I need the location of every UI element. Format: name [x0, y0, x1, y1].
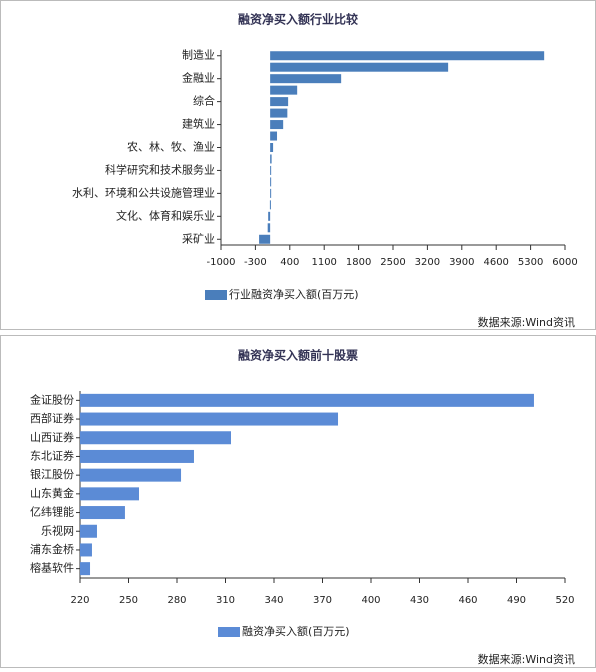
bar: [270, 120, 284, 130]
bar: [270, 154, 272, 164]
y-tick-label: 水利、环境和公共设施管理业: [72, 185, 215, 199]
x-tick-label: 3900: [449, 257, 474, 268]
y-tick-label: 金证股份: [30, 392, 74, 406]
bar: [259, 234, 271, 244]
x-tick-label: 520: [555, 595, 574, 606]
y-tick-label: 东北证券: [30, 448, 74, 462]
x-tick-label: 340: [264, 595, 283, 606]
bar: [270, 97, 289, 107]
bar: [270, 143, 274, 152]
y-tick-label: 金融业: [182, 71, 215, 85]
bar: [270, 108, 288, 118]
x-tick-label: -300: [244, 257, 267, 268]
legend-swatch: [218, 627, 240, 637]
bar: [270, 62, 449, 72]
y-tick-label: 榕基软件: [30, 561, 74, 575]
y-tick-label: 综合: [193, 94, 215, 108]
legend-swatch: [205, 290, 227, 300]
x-tick-label: 220: [70, 595, 89, 606]
y-tick-label: 科学研究和技术服务业: [105, 162, 215, 176]
bar: [80, 506, 125, 520]
y-tick-label: 制造业: [182, 48, 215, 62]
x-tick-label: 400: [280, 257, 299, 268]
x-tick-label: 1100: [311, 257, 336, 268]
x-tick-label: 430: [410, 595, 429, 606]
bar: [80, 412, 339, 426]
x-tick-label: 250: [119, 595, 138, 606]
bar: [80, 449, 194, 463]
x-tick-label: 3200: [415, 257, 440, 268]
y-tick-label: 山西证券: [30, 430, 74, 444]
bar: [270, 177, 272, 187]
y-tick-label: 山东黄金: [30, 486, 74, 500]
x-tick-label: 2500: [380, 257, 405, 268]
legend-label: 融资净买入额(百万元): [242, 624, 350, 638]
bar: [270, 131, 278, 141]
y-tick-label: 西部证券: [30, 411, 74, 425]
bar: [80, 543, 92, 557]
source: 数据来源:Wind资讯: [478, 652, 575, 666]
x-tick-label: 6000: [552, 257, 577, 268]
bar: [270, 85, 298, 95]
y-tick-label: 文化、体育和娱乐业: [116, 208, 215, 222]
legend-label: 行业融资净买入额(百万元): [229, 287, 359, 301]
y-tick-label: 农、林、牧、渔业: [127, 140, 215, 154]
bar: [269, 200, 271, 210]
x-tick-label: 4600: [483, 257, 508, 268]
x-tick-label: 490: [507, 595, 526, 606]
bar: [267, 223, 271, 233]
bar: [270, 165, 272, 175]
x-tick-label: 400: [361, 595, 380, 606]
bar: [80, 524, 97, 538]
y-tick-label: 浦东金桥: [30, 542, 74, 556]
y-tick-label: 建筑业: [182, 117, 215, 131]
panel: [0, 335, 596, 668]
x-tick-label: -1000: [206, 257, 235, 268]
y-tick-label: 亿纬锂能: [30, 505, 74, 519]
bar: [270, 74, 342, 84]
chart-title: 融资净买入额前十股票: [238, 348, 358, 363]
x-tick-label: 310: [216, 595, 235, 606]
bar: [80, 487, 140, 501]
bar: [268, 211, 271, 221]
y-tick-label: 采矿业: [182, 232, 215, 245]
x-tick-label: 280: [167, 595, 186, 606]
x-tick-label: 460: [458, 595, 477, 606]
bar: [80, 431, 231, 445]
bar: [80, 393, 534, 407]
chart-title: 融资净买入额行业比较: [238, 12, 358, 27]
panel: [0, 0, 596, 330]
x-tick-label: 370: [313, 595, 332, 606]
bar: [270, 51, 545, 61]
bar: [80, 562, 91, 576]
bar: [270, 188, 272, 198]
source: 数据来源:Wind资讯: [478, 315, 575, 329]
bar: [80, 468, 182, 482]
x-tick-label: 1800: [346, 257, 371, 268]
y-tick-label: 乐视网: [41, 523, 74, 537]
x-tick-label: 5300: [518, 257, 543, 268]
y-tick-label: 银江股份: [30, 467, 74, 481]
